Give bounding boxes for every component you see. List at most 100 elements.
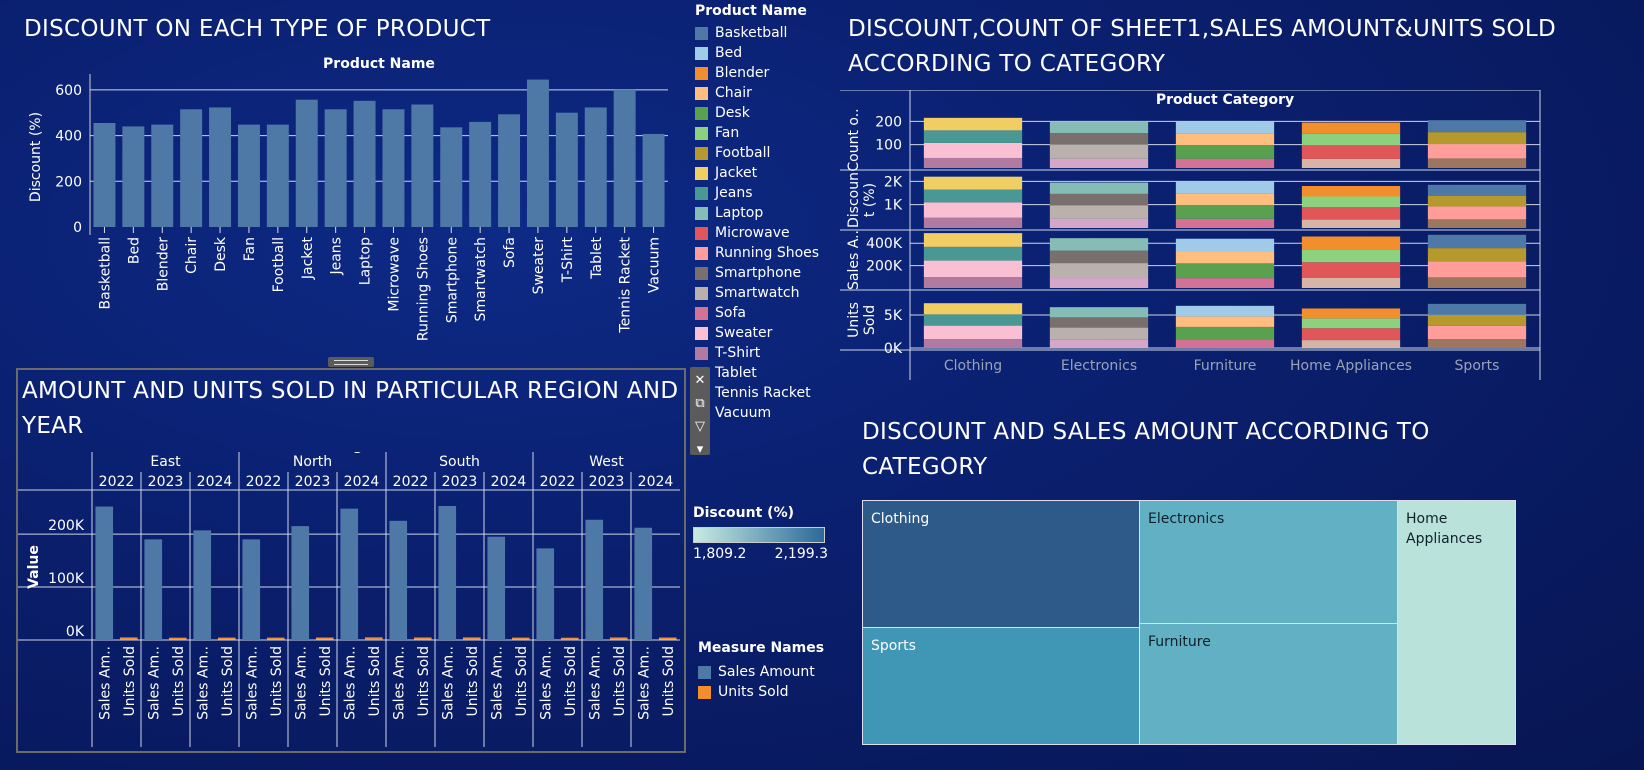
legend-label: Microwave xyxy=(715,225,790,241)
popout-icon[interactable]: ⧉ xyxy=(695,395,705,411)
discount-gradient xyxy=(693,527,825,543)
stack-segment xyxy=(923,233,1023,247)
bar-sales-amount xyxy=(193,530,212,640)
y-tick-label: 200K xyxy=(48,518,85,534)
legend-swatch xyxy=(695,166,708,180)
treemap-cell[interactable]: Electronics xyxy=(1139,500,1398,624)
legend-item[interactable]: Vacuum xyxy=(695,403,835,423)
legend-label: Basketball xyxy=(715,25,788,41)
more-options-icon[interactable]: ▾ xyxy=(696,441,704,457)
bar-sales-amount xyxy=(389,520,408,640)
x-tick-label: Sales Am.. xyxy=(636,646,652,720)
x-tick-label: Sales Am.. xyxy=(391,646,407,720)
legend-item[interactable]: Fan xyxy=(695,123,835,143)
panel-drag-handle[interactable] xyxy=(328,357,374,367)
bar xyxy=(237,124,260,227)
stack-segment xyxy=(1175,238,1275,252)
legend-item[interactable]: Laptop xyxy=(695,203,835,223)
x-tick-label: Chair xyxy=(184,237,200,274)
chart3-panel[interactable] xyxy=(16,368,686,753)
legend-swatch xyxy=(695,306,708,320)
legend-item[interactable]: Smartwatch xyxy=(695,283,835,303)
legend-item[interactable]: Bed xyxy=(695,43,835,63)
stack-segment xyxy=(1301,262,1401,278)
stack-segment xyxy=(1427,144,1527,159)
treemap-cell[interactable]: Clothing xyxy=(862,500,1140,628)
region-label: East xyxy=(150,454,181,470)
treemap-cell[interactable]: Sports xyxy=(862,627,1140,745)
x-tick-label: Sales Am.. xyxy=(244,646,260,720)
x-tick-label: Units Sold xyxy=(416,646,432,716)
bar-sales-amount xyxy=(340,508,359,640)
stack-segment xyxy=(923,217,1023,228)
x-tick-label: Sales Am.. xyxy=(342,646,358,720)
legend-item[interactable]: Sweater xyxy=(695,323,835,343)
stack-segment xyxy=(1427,314,1527,326)
region-label: South xyxy=(439,454,480,470)
bar xyxy=(266,124,289,227)
legend-item[interactable]: Basketball xyxy=(695,23,835,43)
bar-units-sold xyxy=(217,637,236,640)
legend-item[interactable]: Tennis Racket xyxy=(695,383,835,403)
bar xyxy=(122,126,145,227)
bar-sales-amount xyxy=(536,548,555,640)
bar-units-sold xyxy=(658,637,677,640)
stack-segment xyxy=(1175,263,1275,279)
y-tick-label: 400 xyxy=(55,129,82,145)
legend-item[interactable]: Running Shoes xyxy=(695,243,835,263)
y-tick-label: 2K xyxy=(884,174,903,190)
row-label: Units xyxy=(846,302,862,338)
x-tick-label: Sports xyxy=(1455,358,1500,374)
legend-item[interactable]: Sales Amount xyxy=(698,662,838,682)
legend-item[interactable]: Units Sold xyxy=(698,682,838,702)
stack-segment xyxy=(923,142,1023,158)
bar-units-sold xyxy=(413,637,432,640)
legend-item[interactable]: Jeans xyxy=(695,183,835,203)
treemap-cell[interactable]: Home Appliances xyxy=(1397,500,1516,745)
close-icon[interactable]: ✕ xyxy=(694,372,706,388)
region-label: West xyxy=(589,454,624,470)
legend-swatch xyxy=(698,685,711,699)
legend-label: Units Sold xyxy=(718,684,789,700)
stack-segment xyxy=(1175,278,1275,288)
x-tick-label: Jacket xyxy=(300,236,316,280)
x-tick-label: Sales Am.. xyxy=(97,646,113,720)
x-tick-label: Sales Am.. xyxy=(146,646,162,720)
treemap-label: Electronics xyxy=(1148,511,1225,527)
legend-item[interactable]: Desk xyxy=(695,103,835,123)
stack-segment xyxy=(923,325,1023,340)
legend-swatch xyxy=(695,66,708,80)
y-tick-label: 200 xyxy=(875,114,902,130)
x-tick-label: Units Sold xyxy=(367,646,383,716)
legend-item[interactable]: Chair xyxy=(695,83,835,103)
stack-segment xyxy=(1301,122,1401,134)
x-tick-label: Smartphone xyxy=(444,237,460,323)
legend-item[interactable]: Microwave xyxy=(695,223,835,243)
x-tick-label: Units Sold xyxy=(661,646,677,716)
treemap-cell[interactable]: Furniture xyxy=(1139,623,1398,745)
filter-icon[interactable]: ▽ xyxy=(695,418,705,434)
stack-segment xyxy=(1427,120,1527,133)
legend-item[interactable]: Jacket xyxy=(695,163,835,183)
stack-segment xyxy=(1301,158,1401,168)
legend-item[interactable]: Blender xyxy=(695,63,835,83)
stack-segment xyxy=(1049,250,1149,264)
year-label: 2023 xyxy=(589,474,625,490)
stack-segment xyxy=(923,339,1023,348)
stack-segment xyxy=(1301,207,1401,220)
legend-item[interactable]: T-Shirt xyxy=(695,343,835,363)
legend-item[interactable]: Football xyxy=(695,143,835,163)
legend-swatch xyxy=(695,86,708,100)
bar xyxy=(353,100,376,227)
legend-item[interactable]: Tablet xyxy=(695,363,835,383)
stack-segment xyxy=(1049,278,1149,288)
x-tick-label: Tennis Racket xyxy=(618,236,634,333)
year-label: 2022 xyxy=(393,474,429,490)
legend-item[interactable]: Sofa xyxy=(695,303,835,323)
treemap-label: Home Appliances xyxy=(1406,511,1483,547)
legend-item[interactable]: Smartphone xyxy=(695,263,835,283)
year-label: 2024 xyxy=(491,474,527,490)
bar-units-sold xyxy=(168,637,187,640)
row-label: Sales A.. xyxy=(846,230,862,290)
bar-units-sold xyxy=(511,637,530,640)
